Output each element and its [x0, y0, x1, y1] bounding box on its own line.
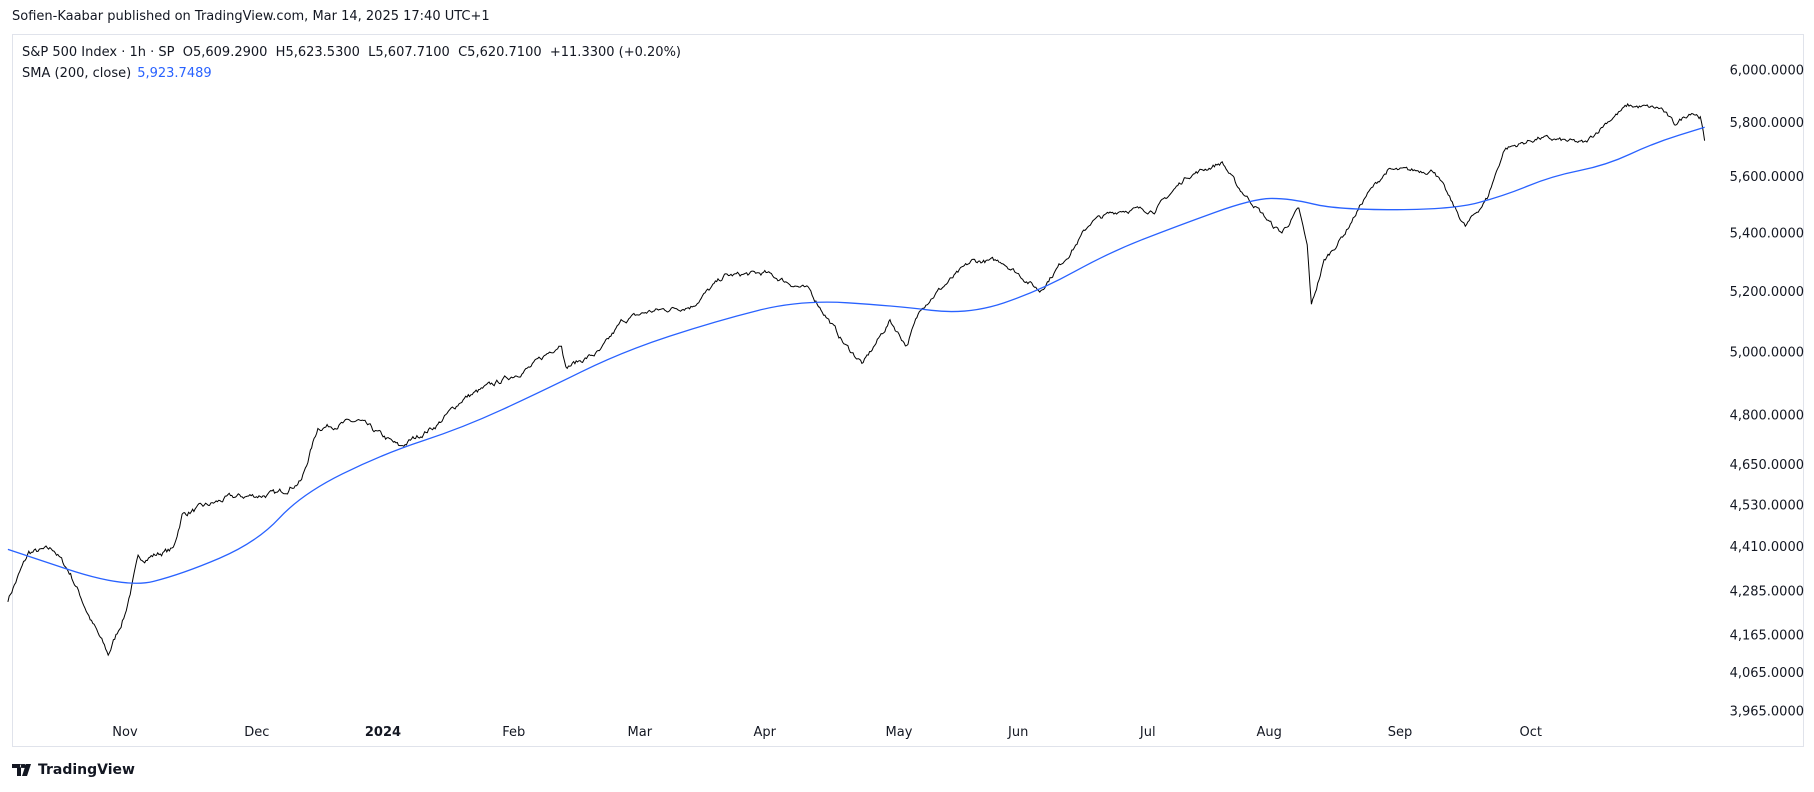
- chart-panel[interactable]: [12, 34, 1804, 747]
- time-tick-label: Jul: [1139, 725, 1156, 740]
- time-tick-label: Sep: [1388, 725, 1413, 740]
- price-line: [7, 102, 1706, 657]
- price-tick-label: 5,200.0000: [1730, 285, 1804, 300]
- price-tick-label: 4,650.0000: [1730, 458, 1804, 473]
- price-tick-label: 5,400.0000: [1730, 226, 1804, 241]
- time-tick-label: 2024: [365, 725, 401, 740]
- price-tick-label: 6,000.0000: [1730, 63, 1804, 78]
- time-tick-label: Nov: [112, 725, 138, 740]
- price-tick-label: 4,065.0000: [1730, 666, 1804, 681]
- price-tick-label: 5,000.0000: [1730, 346, 1804, 361]
- publisher-line: Sofien-Kaabar published on TradingView.c…: [12, 9, 490, 24]
- price-tick-label: 5,600.0000: [1730, 170, 1804, 185]
- time-tick-label: Aug: [1257, 725, 1282, 740]
- sma-value: 5,923.7489: [137, 66, 212, 81]
- time-tick-label: Mar: [628, 725, 653, 740]
- sma-line: [7, 126, 1705, 584]
- price-tick-label: 4,165.0000: [1730, 628, 1804, 643]
- time-tick-label: Jun: [1007, 725, 1028, 740]
- symbol-legend[interactable]: S&P 500 Index · 1h · SP O5,609.2900 H5,6…: [22, 45, 681, 60]
- sma-label: SMA (200, close): [22, 66, 132, 81]
- time-tick-label: Oct: [1519, 725, 1541, 740]
- time-tick-label: May: [886, 725, 913, 740]
- time-tick-label: Dec: [244, 725, 269, 740]
- price-tick-label: 4,410.0000: [1730, 540, 1804, 555]
- time-tick-label: Feb: [502, 725, 525, 740]
- price-tick-label: 4,800.0000: [1730, 409, 1804, 424]
- time-tick-label: Apr: [754, 725, 777, 740]
- price-tick-label: 4,530.0000: [1730, 498, 1804, 513]
- tradingview-logo[interactable]: TradingView: [12, 762, 135, 778]
- tradingview-icon: [12, 764, 31, 776]
- price-tick-label: 3,965.0000: [1730, 704, 1804, 719]
- price-tick-label: 4,285.0000: [1730, 584, 1804, 599]
- price-tick-label: 5,800.0000: [1730, 116, 1804, 131]
- sma-legend[interactable]: SMA (200, close) 5,923.7489: [22, 66, 212, 81]
- brand-label: TradingView: [38, 762, 135, 778]
